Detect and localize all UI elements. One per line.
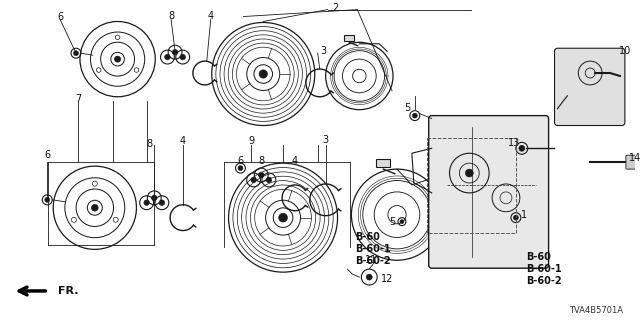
Circle shape [172, 49, 178, 55]
FancyBboxPatch shape [626, 155, 636, 169]
FancyBboxPatch shape [554, 48, 625, 125]
Text: 4: 4 [180, 136, 186, 146]
Text: TVA4B5701A: TVA4B5701A [569, 306, 623, 315]
Circle shape [115, 56, 120, 62]
Text: B-60-2: B-60-2 [526, 276, 561, 286]
Circle shape [266, 177, 271, 183]
Circle shape [366, 274, 372, 280]
Bar [376, 159, 390, 167]
Text: 1: 1 [521, 210, 527, 220]
Text: 3: 3 [321, 46, 327, 56]
Circle shape [45, 197, 50, 202]
Text: B-60-1: B-60-1 [355, 244, 391, 254]
Circle shape [278, 213, 287, 222]
Text: 6: 6 [237, 156, 244, 166]
Text: 7: 7 [75, 94, 81, 104]
Circle shape [259, 172, 264, 178]
Bar [344, 35, 355, 41]
Text: B-60-1: B-60-1 [526, 264, 561, 274]
Text: 8: 8 [168, 11, 174, 20]
Circle shape [74, 51, 79, 56]
Text: 8: 8 [258, 156, 264, 166]
Text: FR.: FR. [58, 286, 79, 296]
Text: 13: 13 [508, 138, 520, 148]
Text: B-60: B-60 [526, 252, 550, 262]
Text: 4: 4 [292, 156, 298, 166]
Text: 12: 12 [381, 274, 393, 284]
Bar [427, 138, 516, 233]
Text: B-60: B-60 [355, 232, 380, 243]
Text: 5: 5 [389, 217, 395, 227]
Text: B-60-2: B-60-2 [355, 256, 391, 266]
FancyBboxPatch shape [429, 116, 548, 268]
Circle shape [400, 220, 404, 224]
Circle shape [164, 54, 170, 60]
Circle shape [465, 169, 474, 177]
Text: 8: 8 [147, 139, 152, 149]
Circle shape [251, 177, 257, 183]
Text: 14: 14 [628, 153, 640, 163]
Text: 2: 2 [332, 3, 339, 12]
Text: 6: 6 [57, 12, 63, 21]
Circle shape [152, 195, 157, 201]
Text: 10: 10 [619, 46, 631, 56]
Circle shape [412, 113, 417, 118]
Text: 5: 5 [404, 103, 410, 113]
Text: 11: 11 [365, 255, 378, 265]
Circle shape [513, 215, 518, 220]
Circle shape [180, 54, 186, 60]
Text: 6: 6 [44, 150, 51, 160]
Circle shape [259, 70, 268, 78]
Circle shape [238, 166, 243, 171]
Circle shape [519, 145, 525, 151]
Text: 4: 4 [207, 11, 214, 20]
Text: 9: 9 [248, 136, 255, 146]
Text: 3: 3 [323, 135, 329, 145]
Circle shape [144, 200, 149, 205]
Circle shape [92, 204, 98, 211]
Circle shape [159, 200, 164, 205]
